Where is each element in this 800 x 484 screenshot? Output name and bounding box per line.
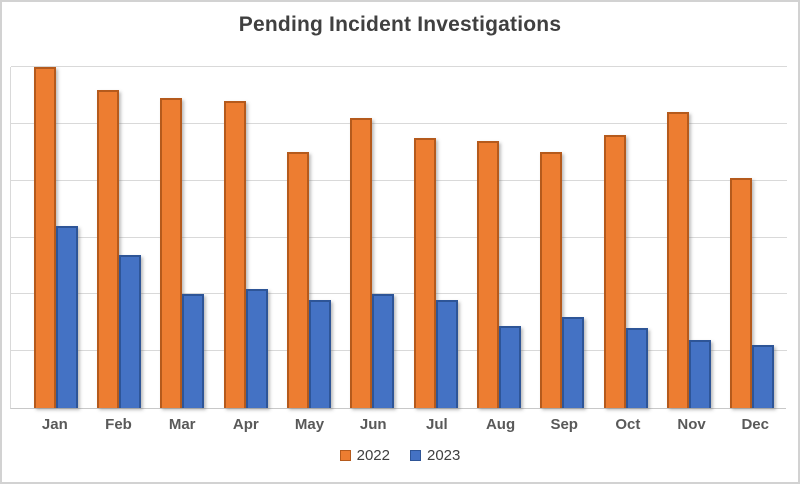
legend-swatch-2023	[410, 450, 421, 461]
bar-2023-aug	[498, 325, 521, 408]
x-label-dec: Dec	[741, 416, 769, 433]
bar-2022-jun	[350, 118, 373, 408]
plot-area	[10, 66, 787, 409]
bar-group-nov	[657, 67, 720, 408]
bar-2022-feb	[96, 89, 119, 408]
bar-2022-apr	[223, 101, 246, 408]
bar-group-may	[277, 67, 340, 408]
x-label-may: May	[294, 416, 325, 433]
bar-group-feb	[87, 67, 150, 408]
bar-2023-nov	[688, 339, 711, 408]
bar-2023-may	[308, 300, 331, 408]
bar-2022-mar	[160, 98, 183, 408]
bar-2022-nov	[666, 112, 689, 408]
bar-group-mar	[151, 67, 214, 408]
x-label-nov: Nov	[677, 416, 706, 433]
gridline-10	[11, 350, 787, 352]
bar-2023-jan	[55, 226, 78, 408]
bar-2023-sep	[562, 317, 585, 408]
legend-label-2023: 2023	[427, 447, 461, 464]
x-axis-labels: Jan Feb Mar Apr May Jun Jul Aug Sep Oct Nov Dec	[23, 416, 787, 433]
bar-group-sep	[531, 67, 594, 408]
legend-label-2022: 2022	[356, 447, 390, 464]
bar-2023-mar	[182, 294, 205, 408]
gridline-50	[11, 122, 787, 124]
x-label-sep: Sep	[550, 416, 578, 433]
bar-2022-dec	[730, 177, 753, 408]
x-label-jun: Jun	[359, 416, 387, 433]
x-label-jul: Jul	[426, 416, 448, 433]
chart-title: Pending Incident Investigations	[238, 13, 562, 36]
x-label-aug: Aug	[485, 416, 516, 433]
bar-2022-jul	[413, 138, 436, 408]
bar-2023-jul	[435, 300, 458, 408]
x-label-oct: Oct	[615, 416, 641, 433]
bar-group-aug	[467, 67, 530, 408]
bar-group-apr	[214, 67, 277, 408]
legend: 2022 2023	[2, 447, 798, 464]
bar-group-dec	[721, 67, 784, 408]
bar-2023-apr	[245, 288, 268, 408]
bar-2023-feb	[118, 254, 141, 408]
bar-2023-oct	[625, 328, 648, 408]
bar-group-jul	[404, 67, 467, 408]
bar-2022-aug	[476, 140, 499, 408]
bar-2022-may	[286, 152, 309, 408]
legend-swatch-2022	[339, 450, 351, 461]
bars-container	[24, 67, 784, 408]
legend-item-2022: 2022	[339, 447, 390, 464]
bar-2022-jan	[33, 67, 56, 408]
gridline-40	[11, 179, 787, 181]
gridline-20	[11, 293, 787, 295]
legend-item-2023: 2023	[410, 447, 460, 464]
x-label-feb: Feb	[105, 416, 132, 433]
bar-2023-jun	[372, 294, 395, 408]
gridline-30	[11, 236, 787, 238]
x-label-apr: Apr	[232, 416, 259, 433]
gridline-60	[11, 66, 787, 67]
bar-2022-oct	[603, 135, 626, 408]
bar-2023-dec	[752, 345, 775, 408]
bar-group-oct	[594, 67, 657, 408]
bar-group-jun	[341, 67, 404, 408]
bar-2022-sep	[540, 152, 563, 408]
x-label-mar: Mar	[168, 416, 196, 433]
x-label-jan: Jan	[41, 416, 68, 433]
bar-group-jan	[24, 67, 87, 408]
